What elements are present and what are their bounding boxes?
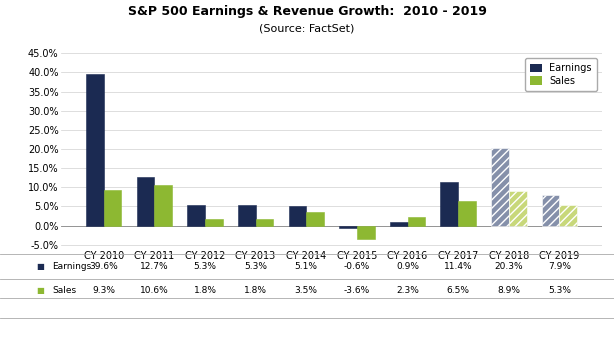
Bar: [339, 225, 357, 228]
Text: ■: ■: [36, 262, 44, 272]
Text: S&P 500 Earnings & Revenue Growth:  2010 - 2019: S&P 500 Earnings & Revenue Growth: 2010 …: [128, 5, 486, 18]
Text: 5.1%: 5.1%: [295, 262, 317, 272]
Bar: [238, 205, 255, 225]
Text: -0.6%: -0.6%: [344, 262, 370, 272]
Bar: [136, 177, 154, 225]
Text: Earnings: Earnings: [52, 262, 91, 272]
Bar: [390, 222, 408, 225]
Text: 5.3%: 5.3%: [548, 285, 571, 295]
Text: 11.4%: 11.4%: [444, 262, 472, 272]
Text: 1.8%: 1.8%: [244, 285, 267, 295]
Text: 12.7%: 12.7%: [140, 262, 169, 272]
Text: 3.5%: 3.5%: [295, 285, 317, 295]
Bar: [86, 74, 104, 225]
Text: Sales: Sales: [52, 285, 76, 295]
Bar: [306, 212, 324, 225]
Text: 10.6%: 10.6%: [140, 285, 169, 295]
Text: 1.8%: 1.8%: [193, 285, 217, 295]
Text: 39.6%: 39.6%: [89, 262, 118, 272]
Legend: Earnings, Sales: Earnings, Sales: [525, 58, 597, 91]
Text: 7.9%: 7.9%: [548, 262, 571, 272]
Bar: [509, 191, 527, 225]
Bar: [205, 219, 223, 225]
Bar: [542, 195, 559, 225]
Bar: [357, 225, 375, 239]
Text: 6.5%: 6.5%: [446, 285, 470, 295]
Bar: [289, 206, 306, 225]
Bar: [440, 182, 458, 225]
Text: 9.3%: 9.3%: [92, 285, 115, 295]
Text: 2.3%: 2.3%: [396, 285, 419, 295]
Bar: [408, 217, 426, 225]
Bar: [255, 219, 273, 225]
Bar: [491, 148, 509, 225]
Text: 20.3%: 20.3%: [494, 262, 523, 272]
Text: ■: ■: [36, 285, 44, 295]
Text: -3.6%: -3.6%: [344, 285, 370, 295]
Text: 5.3%: 5.3%: [193, 262, 217, 272]
Bar: [187, 205, 205, 225]
Bar: [104, 190, 122, 225]
Bar: [154, 185, 172, 225]
Bar: [559, 205, 577, 225]
Text: 0.9%: 0.9%: [396, 262, 419, 272]
Text: 8.9%: 8.9%: [497, 285, 520, 295]
Bar: [458, 201, 476, 225]
Text: (Source: FactSet): (Source: FactSet): [259, 23, 355, 33]
Text: 5.3%: 5.3%: [244, 262, 267, 272]
